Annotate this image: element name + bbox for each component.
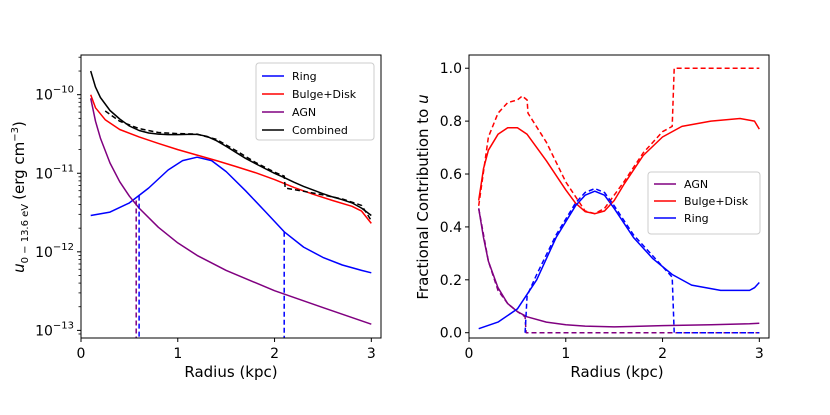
left-x-axis-label: Radius (kpc) — [184, 363, 277, 381]
right-series-bulge-disk — [477, 117, 760, 215]
right-ticks: 0 1 2 3 0.0 0.2 0.4 0.6 0.8 1.0 — [440, 61, 764, 362]
left-axes-frame — [80, 54, 382, 339]
right-plot-area — [477, 67, 760, 334]
right-y-axis-text: Fractional Contribution to — [414, 104, 432, 300]
right-series-ring-dashed — [524, 187, 760, 334]
right-y-tick-label: 0.0 — [440, 326, 462, 342]
right-axes-frame — [468, 54, 770, 339]
right-legend-label-bulge-disk: Bulge+Disk — [684, 195, 749, 208]
right-y-axis-label: Fractional Contribution to u — [414, 94, 432, 299]
right-panel: 0 1 2 3 0.0 0.2 0.4 0.6 0.8 1.0 Radius (kpc) Frac… — [414, 54, 770, 381]
left-legend-label-bulge-disk: Bulge+Disk — [292, 88, 357, 101]
left-y-axis-var: u — [10, 263, 28, 273]
right-series-agn-dashed — [477, 208, 760, 334]
left-legend-label-combined: Combined — [292, 124, 348, 137]
left-series-agn — [89, 98, 372, 325]
left-plot-area — [89, 70, 372, 338]
left-y-axis-units-exp: −3 — [10, 127, 21, 142]
left-series-combined-dashed — [104, 110, 372, 222]
left-legend-label-ring: Ring — [292, 70, 317, 83]
left-series-ring — [90, 156, 372, 274]
left-y-tick-label: 10−11 — [35, 163, 74, 182]
left-legend-box — [255, 62, 375, 141]
right-x-tick-label: 3 — [755, 346, 764, 362]
left-y-tick-label: 10−10 — [35, 85, 74, 104]
left-y-axis-units: (erg cm — [10, 142, 28, 200]
left-ticks: 0 1 2 3 10−13 10−12 10−11 10−10 — [35, 56, 376, 362]
right-x-axis-label: Radius (kpc) — [570, 363, 663, 381]
right-y-tick-label: 0.2 — [440, 273, 462, 289]
right-x-tick-label: 2 — [658, 346, 667, 362]
right-y-tick-label: 1.0 — [440, 61, 462, 77]
left-x-tick-label: 3 — [367, 346, 376, 362]
right-legend-label-agn: AGN — [684, 178, 708, 191]
right-y-tick-label: 0.4 — [440, 220, 462, 236]
left-panel: 0 1 2 3 10−13 10−12 10−11 10−10 Radius (kpc) u0… — [10, 54, 382, 381]
right-y-axis-var: u — [414, 94, 432, 104]
left-series-bulge-disk — [89, 94, 372, 224]
left-x-tick-label: 0 — [77, 346, 86, 362]
right-series-agn — [477, 208, 760, 328]
left-y-axis-label: u0 − 13.6 eV (erg cm−3) — [10, 121, 31, 273]
right-series-bulge-disk-dashed — [477, 67, 760, 215]
left-legend-label-agn: AGN — [292, 106, 316, 119]
left-y-tick-label: 10−13 — [35, 320, 74, 339]
left-series-combined — [89, 70, 372, 217]
left-y-axis-subscript: 0 − 13.6 eV — [20, 204, 31, 264]
left-y-axis-units-close: ) — [10, 121, 28, 127]
right-x-tick-label: 1 — [561, 346, 570, 362]
left-x-tick-label: 1 — [173, 346, 182, 362]
right-x-tick-label: 0 — [465, 346, 474, 362]
left-x-tick-label: 2 — [270, 346, 279, 362]
right-y-tick-label: 0.8 — [440, 114, 462, 130]
right-legend-label-ring: Ring — [684, 212, 709, 225]
left-y-tick-label: 10−12 — [35, 242, 74, 261]
left-legend: Ring Bulge+Disk AGN Combined — [255, 62, 375, 141]
right-legend: AGN Bulge+Disk Ring — [647, 171, 761, 235]
right-y-tick-label: 0.6 — [440, 167, 462, 183]
